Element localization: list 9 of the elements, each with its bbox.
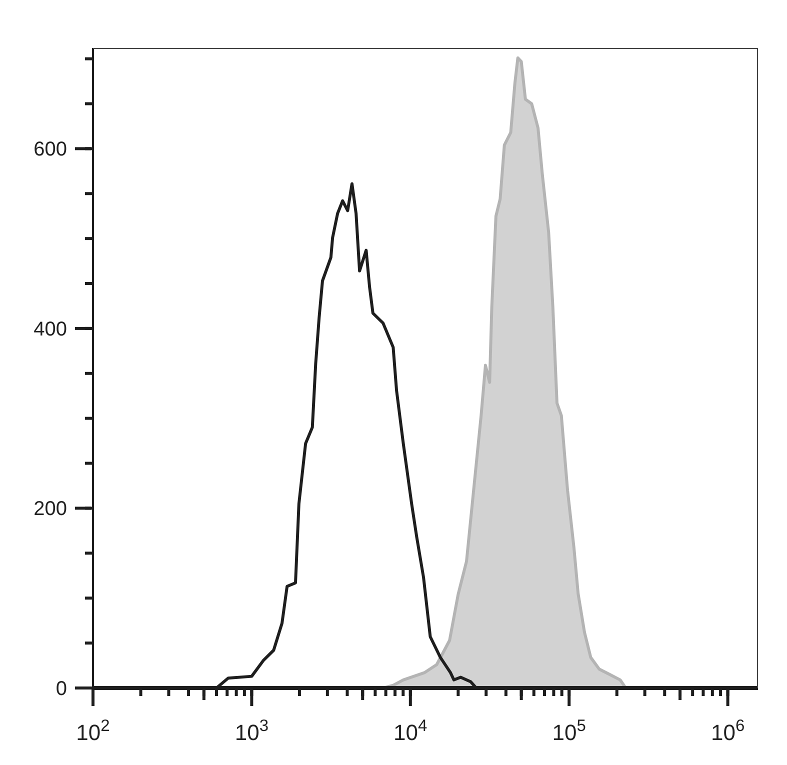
y-tick-label: 200 (34, 498, 67, 520)
x-tick-label: 10$^{6}$ (710, 717, 745, 745)
x-tick-label: 10$^{5}$ (552, 717, 586, 745)
y-tick-label: 400 (34, 318, 67, 340)
x-tick-label: 10$^{4}$ (394, 717, 428, 745)
y-tick-label: 0 (56, 678, 67, 700)
x-tick-label: 10$^{3}$ (234, 717, 269, 745)
x-tick-label: 10$^{2}$ (76, 717, 110, 745)
y-tick-label: 600 (34, 138, 67, 161)
